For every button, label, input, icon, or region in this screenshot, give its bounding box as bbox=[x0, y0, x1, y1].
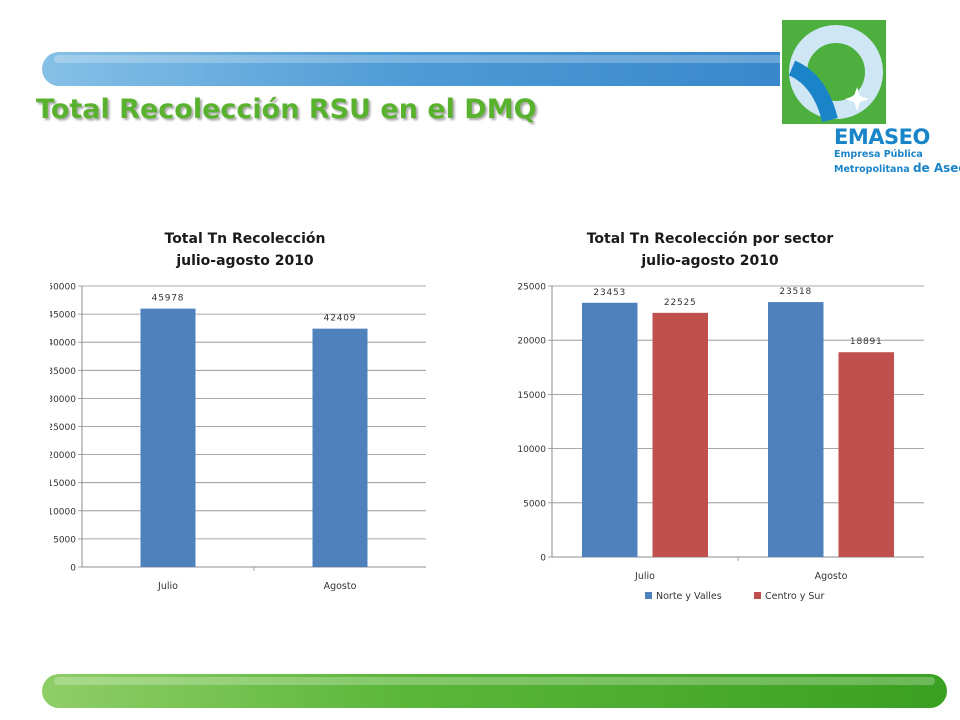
chart1-y-tick-label: 50000 bbox=[50, 283, 76, 293]
chart1-x-tick-label: Julio bbox=[157, 581, 178, 592]
logo-subtitle-emph: de Aseo bbox=[912, 161, 960, 175]
chart-total-recoleccion: Total Tn Recolección julio-agosto 2010 0… bbox=[50, 225, 440, 615]
chart2-y-tick-label: 15000 bbox=[517, 391, 546, 401]
chart2-bar bbox=[768, 302, 824, 557]
chart2-bar bbox=[582, 302, 638, 557]
chart2-title: Total Tn Recolección por sector bbox=[586, 231, 834, 247]
chart1-y-tick-label: 10000 bbox=[50, 507, 76, 517]
logo-subtitle-2-text: Metropolitana bbox=[834, 164, 910, 175]
chart2-data-label: 22525 bbox=[664, 298, 697, 308]
chart2-plot: 0 5000 10000 15000 20000 25000 Julio 23453 22525… bbox=[517, 283, 924, 602]
chart2-y-tick-label: 20000 bbox=[517, 337, 546, 347]
chart1-y-tick-label: 40000 bbox=[50, 339, 76, 349]
chart2-legend-swatch bbox=[645, 592, 652, 599]
chart1-y-tick-label: 20000 bbox=[50, 451, 76, 461]
chart1-y-tick-label: 0 bbox=[70, 564, 76, 574]
chart2-legend-swatch bbox=[754, 592, 761, 599]
chart1-subtitle: julio-agosto 2010 bbox=[176, 253, 314, 269]
bottom-decorative-band bbox=[42, 674, 947, 708]
logo-green-square bbox=[782, 20, 886, 124]
chart1-bar bbox=[312, 328, 368, 567]
chart2-bar bbox=[838, 352, 894, 557]
chart1-y-tick-label: 25000 bbox=[50, 423, 76, 433]
chart2-bar bbox=[652, 312, 708, 557]
chart2-subtitle: julio-agosto 2010 bbox=[641, 253, 779, 269]
chart1-data-label: 45978 bbox=[152, 294, 185, 304]
logo-subtitle-1: Empresa Pública bbox=[834, 149, 923, 160]
chart1-bar bbox=[140, 308, 196, 567]
chart2-data-label: 23453 bbox=[593, 288, 626, 298]
chart1-title: Total Tn Recolección bbox=[164, 231, 326, 247]
chart2-legend-label: Norte y Valles bbox=[656, 591, 722, 602]
chart2-legend-label: Centro y Sur bbox=[765, 591, 824, 602]
chart1-y-tick-label: 30000 bbox=[50, 395, 76, 405]
logo-ring-icon bbox=[788, 25, 883, 123]
chart1-y-tick-label: 15000 bbox=[50, 479, 76, 489]
chart2-y-tick-label: 0 bbox=[540, 554, 546, 564]
chart1-plot: 0 5000 10000 15000 20000 25000 30000 35000 40000… bbox=[50, 283, 426, 592]
chart2-data-label: 23518 bbox=[779, 287, 812, 297]
logo-wordmark: EMASEO bbox=[834, 125, 930, 149]
chart2-y-tick-label: 5000 bbox=[523, 499, 546, 509]
chart1-y-tick-label: 45000 bbox=[50, 311, 76, 321]
chart1-data-label: 42409 bbox=[324, 314, 357, 324]
chart2-y-tick-label: 25000 bbox=[517, 283, 546, 293]
slide-title: Total Recolección RSU en el DMQ bbox=[36, 94, 537, 125]
chart-recoleccion-por-sector: Total Tn Recolección por sector julio-ag… bbox=[490, 225, 930, 615]
emaseo-logo: EMASEO Empresa Pública Metropolitana de … bbox=[780, 18, 960, 175]
chart2-y-tick-label: 10000 bbox=[517, 445, 546, 455]
chart2-x-tick-label: Julio bbox=[634, 571, 655, 582]
chart1-x-tick-label: Agosto bbox=[324, 581, 357, 592]
chart2-data-label: 18891 bbox=[850, 337, 883, 347]
chart1-y-tick-label: 35000 bbox=[50, 367, 76, 377]
chart2-x-tick-label: Agosto bbox=[815, 571, 848, 582]
logo-subtitle-2: Metropolitana de Aseo bbox=[834, 161, 960, 175]
chart1-y-tick-label: 5000 bbox=[53, 535, 76, 545]
